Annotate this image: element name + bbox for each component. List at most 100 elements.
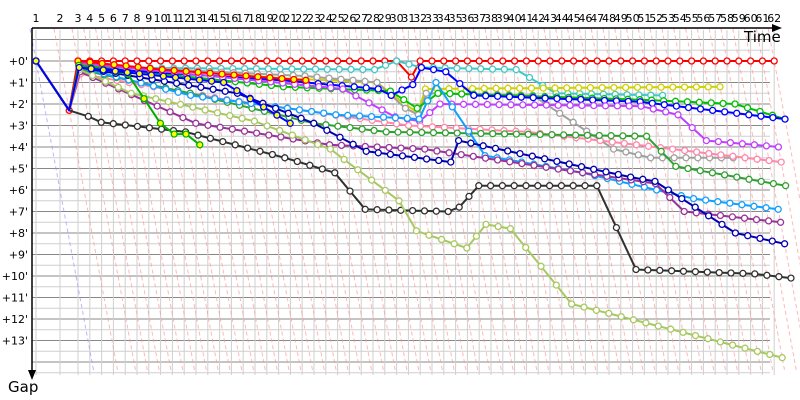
data-point <box>459 100 468 108</box>
data-point <box>240 127 249 135</box>
data-point <box>176 100 185 109</box>
data-point <box>453 64 461 72</box>
data-point <box>726 199 734 207</box>
x-tick-label: 36 <box>460 12 474 25</box>
data-point <box>286 57 295 65</box>
data-point <box>708 106 717 115</box>
data-point <box>349 76 357 84</box>
data-point <box>577 163 586 171</box>
data-point <box>346 187 354 195</box>
data-point <box>781 115 789 123</box>
x-tick-label: 16 <box>224 12 238 25</box>
data-point <box>254 73 262 81</box>
x-tick-label: 30 <box>390 12 404 25</box>
data-point <box>288 131 297 139</box>
data-point <box>153 102 161 110</box>
data-point <box>652 57 660 65</box>
data-point <box>656 266 664 275</box>
x-tick-label: 41 <box>519 12 533 25</box>
data-point <box>707 99 715 107</box>
data-point <box>556 109 564 117</box>
data-point <box>717 151 725 159</box>
data-point <box>670 154 678 162</box>
data-point <box>683 98 692 106</box>
data-point <box>323 126 331 134</box>
data-point <box>714 137 723 146</box>
data-point <box>714 198 722 206</box>
data-point <box>373 206 381 214</box>
data-point <box>726 139 735 147</box>
data-point <box>720 171 729 179</box>
data-point <box>314 140 322 149</box>
data-point <box>444 207 452 216</box>
data-point <box>571 131 580 139</box>
data-point <box>448 103 456 111</box>
data-point <box>580 303 588 311</box>
data-point <box>674 111 682 119</box>
x-tick-label: 40 <box>508 12 522 25</box>
data-point <box>168 57 177 65</box>
x-tick-label: 23 <box>307 12 321 25</box>
data-point <box>787 274 795 282</box>
data-point <box>684 164 692 173</box>
data-point <box>140 94 148 103</box>
data-point <box>88 71 97 80</box>
data-point <box>743 104 752 112</box>
data-point <box>540 155 549 163</box>
data-point <box>350 83 358 91</box>
data-point <box>664 57 672 65</box>
data-point <box>644 266 652 274</box>
data-point <box>666 193 674 202</box>
data-point <box>565 95 573 103</box>
x-tick-label: 37 <box>472 12 486 25</box>
data-point <box>746 57 755 65</box>
x-tick-label: 32 <box>413 12 427 25</box>
data-point <box>479 142 487 150</box>
series-line <box>35 60 306 112</box>
data-point <box>300 65 308 73</box>
data-point <box>639 175 647 183</box>
data-point <box>692 83 701 91</box>
data-point <box>578 101 586 110</box>
data-point <box>394 128 402 136</box>
data-point <box>605 309 613 318</box>
data-point <box>593 57 601 65</box>
data-point <box>637 102 645 110</box>
data-point <box>493 156 502 164</box>
data-point <box>297 114 305 122</box>
x-tick-label: 5 <box>98 12 105 25</box>
data-point <box>480 84 488 93</box>
data-point <box>566 167 575 175</box>
data-point <box>422 155 431 163</box>
data-point <box>472 232 481 240</box>
data-point <box>554 101 562 109</box>
data-point <box>691 268 700 276</box>
data-point <box>373 143 381 151</box>
x-tick-label: 3 <box>75 12 82 25</box>
x-tick-label: 44 <box>555 12 569 25</box>
x-tick-label: 53 <box>661 12 675 25</box>
x-tick-label: 18 <box>248 12 262 25</box>
data-point <box>642 319 650 327</box>
data-point <box>708 169 717 177</box>
data-point <box>325 74 333 82</box>
data-point <box>243 144 252 152</box>
data-point <box>412 227 421 235</box>
data-point <box>306 161 314 169</box>
data-point <box>273 111 281 119</box>
data-point <box>738 140 747 148</box>
data-point <box>510 182 518 190</box>
x-tick-label: 1 <box>33 12 40 25</box>
data-point <box>682 154 690 162</box>
data-point <box>263 122 271 130</box>
data-point <box>180 57 188 65</box>
data-point <box>209 85 217 93</box>
x-tick-label: 8 <box>134 12 141 25</box>
data-point <box>595 131 603 140</box>
data-point <box>429 129 438 137</box>
data-point <box>423 97 432 105</box>
data-point <box>741 344 749 352</box>
data-point <box>563 84 571 92</box>
data-point <box>359 65 367 74</box>
data-point <box>418 128 426 137</box>
